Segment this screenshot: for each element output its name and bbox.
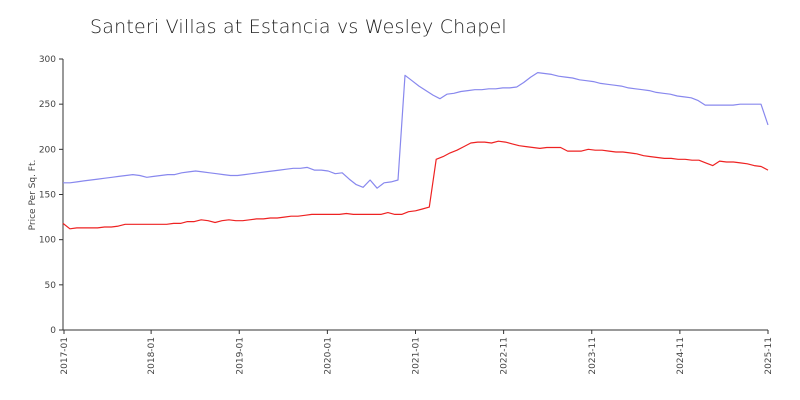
x-tick-label: 2018-01 xyxy=(147,337,157,375)
y-axis-label: Price Per Sq. Ft. xyxy=(28,160,38,231)
chart-title: Santeri Villas at Estancia vs Wesley Cha… xyxy=(90,16,507,38)
series-line-1 xyxy=(63,71,769,189)
y-tick-label: 200 xyxy=(39,145,56,155)
x-tick-label: 2019-01 xyxy=(235,337,245,375)
y-tick-label: 250 xyxy=(39,100,56,110)
y-tick-label: 300 xyxy=(39,55,56,65)
series-line-2 xyxy=(62,140,769,230)
x-tick-label: 2023-11 xyxy=(588,337,598,375)
x-tick-label: 2017-01 xyxy=(60,337,70,375)
y-tick-label: 50 xyxy=(45,281,57,291)
x-tick-label: 2020-01 xyxy=(323,337,333,375)
axes xyxy=(62,59,768,331)
x-tick-label: 2022-11 xyxy=(500,337,510,375)
series-group xyxy=(62,71,769,230)
x-tick-label: 2025-11 xyxy=(764,337,774,375)
y-tick-label: 150 xyxy=(39,191,56,201)
x-tick-label: 2021-01 xyxy=(412,337,422,375)
y-tick-label: 100 xyxy=(39,236,56,246)
x-tick-label: 2024-11 xyxy=(676,337,686,375)
x-axis-ticks: 2017-01 2018-01 2019-01 2020-01 2021-01 2022-… xyxy=(60,330,774,375)
y-axis-ticks: 0 50 100 150 200 250 300 xyxy=(39,55,63,336)
y-tick-label: 0 xyxy=(50,326,56,336)
